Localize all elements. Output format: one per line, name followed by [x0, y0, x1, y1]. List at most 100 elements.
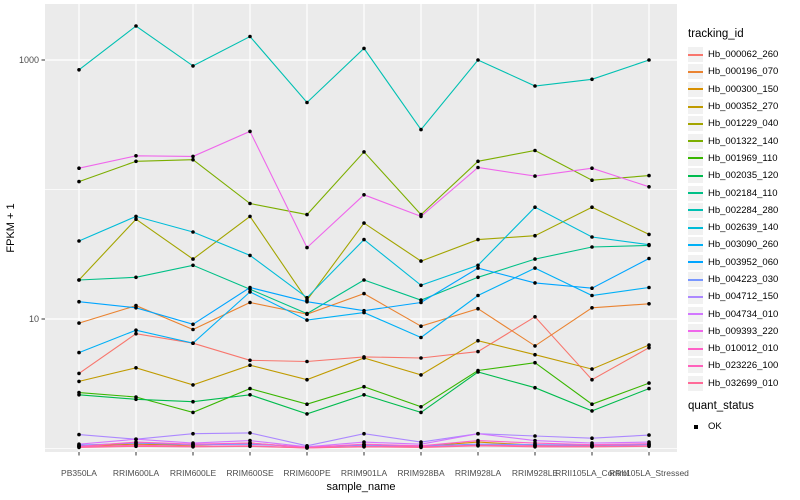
legend-item-label: Hb_000352_270: [708, 101, 779, 113]
legend: tracking_id Hb_000062_260 Hb_000196_070 Hb…: [688, 28, 798, 435]
data-point-Hb_001322_140: [191, 157, 195, 162]
data-point-Hb_002184_110: [305, 311, 309, 316]
data-point-Hb_000352_270: [647, 343, 651, 347]
data-point-Hb_009393_220: [248, 129, 252, 134]
data-point-Hb_000352_270: [533, 352, 537, 357]
legend-item-Hb_002184_110: Hb_002184_110: [688, 184, 798, 201]
legend-item-label: Hb_001229_040: [708, 118, 779, 130]
data-point-Hb_000352_270: [590, 367, 594, 371]
legend-key: [688, 254, 703, 270]
data-point-Hb_003090_260: [134, 328, 138, 333]
data-point-Hb_004734_010: [248, 438, 252, 443]
data-point-Hb_001969_110: [248, 386, 252, 391]
data-point-Hb_000352_270: [362, 356, 366, 360]
data-point-Hb_001969_110: [419, 405, 423, 409]
legend-key: [688, 323, 703, 339]
data-point-Hb_000062_260: [590, 377, 594, 382]
legend-key: [688, 237, 703, 253]
data-point-Hb_032699_010: [77, 445, 81, 450]
data-point-Hb_000062_260: [134, 331, 138, 336]
data-point-Hb_009393_220: [419, 214, 423, 219]
data-point-Hb_003952_060: [419, 300, 423, 305]
data-point-Hb_003952_060: [305, 299, 309, 304]
data-point-Hb_001322_140: [362, 150, 366, 154]
data-point-Hb_001969_110: [362, 384, 366, 389]
data-point-Hb_000352_270: [419, 373, 423, 377]
legend-item-label: Hb_032699_010: [708, 377, 779, 389]
data-point-Hb_000352_270: [77, 379, 81, 384]
data-point-Hb_004712_150: [248, 431, 252, 435]
data-point-Hb_000062_260: [305, 359, 309, 364]
data-point-Hb_002035_120: [533, 385, 537, 390]
line-swatch-icon: [688, 174, 703, 177]
legend-item-label: Hb_003090_260: [708, 239, 779, 251]
data-point-Hb_004734_010: [134, 437, 138, 442]
data-point-Hb_001322_140: [77, 179, 81, 184]
data-point-Hb_002035_120: [362, 393, 366, 397]
data-point-Hb_001229_040: [362, 221, 366, 225]
legend-item-Hb_004734_010: Hb_004734_010: [688, 305, 798, 322]
data-point-Hb_004712_150: [362, 431, 366, 436]
data-point-Hb_001229_040: [590, 205, 594, 209]
line-swatch-icon: [688, 295, 703, 298]
y-axis-label: 1000: [19, 55, 39, 65]
data-point-Hb_032699_010: [647, 444, 651, 449]
line-swatch-icon: [688, 382, 703, 385]
data-point-Hb_004712_150: [647, 433, 651, 437]
data-point-Hb_002639_140: [647, 242, 651, 247]
line-swatch-icon: [688, 192, 703, 195]
data-point-Hb_003952_060: [647, 256, 651, 261]
line-swatch-icon: [688, 330, 703, 333]
data-point-Hb_001229_040: [191, 257, 195, 261]
legend-item-Hb_000352_270: Hb_000352_270: [688, 98, 798, 115]
data-point-Hb_002639_140: [134, 214, 138, 219]
x-axis-label: RRIM600LA: [113, 468, 160, 478]
data-point-Hb_002035_120: [77, 393, 81, 397]
data-point-Hb_000352_270: [191, 383, 195, 387]
legend-item-Hb_004223_030: Hb_004223_030: [688, 271, 798, 288]
data-point-Hb_003952_060: [476, 266, 480, 270]
line-swatch-icon: [688, 105, 703, 108]
legend-item-label: Hb_000062_260: [708, 49, 779, 61]
data-point-Hb_000062_260: [476, 349, 480, 354]
data-point-Hb_002284_280: [191, 64, 195, 68]
legend-item-label: Hb_023226_100: [708, 360, 779, 372]
legend-item-Hb_010012_010: Hb_010012_010: [688, 340, 798, 357]
data-point-Hb_002184_110: [191, 263, 195, 268]
data-point-Hb_002284_280: [533, 84, 537, 88]
line-swatch-icon: [688, 70, 703, 73]
data-point-Hb_009393_220: [362, 193, 366, 197]
legend-item-Hb_000196_070: Hb_000196_070: [688, 63, 798, 80]
data-point-Hb_002639_140: [77, 239, 81, 243]
line-swatch-icon: [688, 53, 703, 56]
data-point-Hb_000196_070: [419, 324, 423, 329]
x-axis-label: PB350LA: [61, 468, 97, 478]
data-point-Hb_002284_280: [419, 127, 423, 132]
data-point-Hb_002639_140: [590, 235, 594, 239]
data-point-Hb_001322_140: [590, 178, 594, 182]
data-point-Hb_003952_060: [533, 281, 537, 285]
data-point-Hb_002035_120: [590, 409, 594, 413]
data-point-Hb_009393_220: [647, 185, 651, 189]
line-swatch-icon: [688, 88, 703, 91]
data-point-Hb_002284_280: [362, 46, 366, 51]
line-swatch-icon: [688, 278, 703, 281]
data-point-Hb_002639_140: [533, 205, 537, 209]
legend-item-label: Hb_001969_110: [708, 152, 778, 164]
legend-item-label: Hb_009393_220: [708, 325, 779, 337]
legend-item-label: Hb_004734_010: [708, 308, 779, 320]
data-point-Hb_002184_110: [476, 275, 480, 280]
legend-key: [688, 202, 703, 218]
quant-status-legend: quant_status OK: [688, 400, 798, 435]
data-point-Hb_002639_140: [191, 230, 195, 234]
data-point-Hb_002035_120: [647, 386, 651, 391]
line-swatch-icon: [688, 261, 703, 264]
legend-item-Hb_009393_220: Hb_009393_220: [688, 323, 798, 340]
data-point-Hb_010012_010: [476, 438, 480, 443]
legend-item-Hb_023226_100: Hb_023226_100: [688, 357, 798, 374]
legend-item-label: Hb_002284_280: [708, 204, 779, 216]
data-point-Hb_009393_220: [590, 166, 594, 170]
line-swatch-icon: [688, 364, 703, 367]
